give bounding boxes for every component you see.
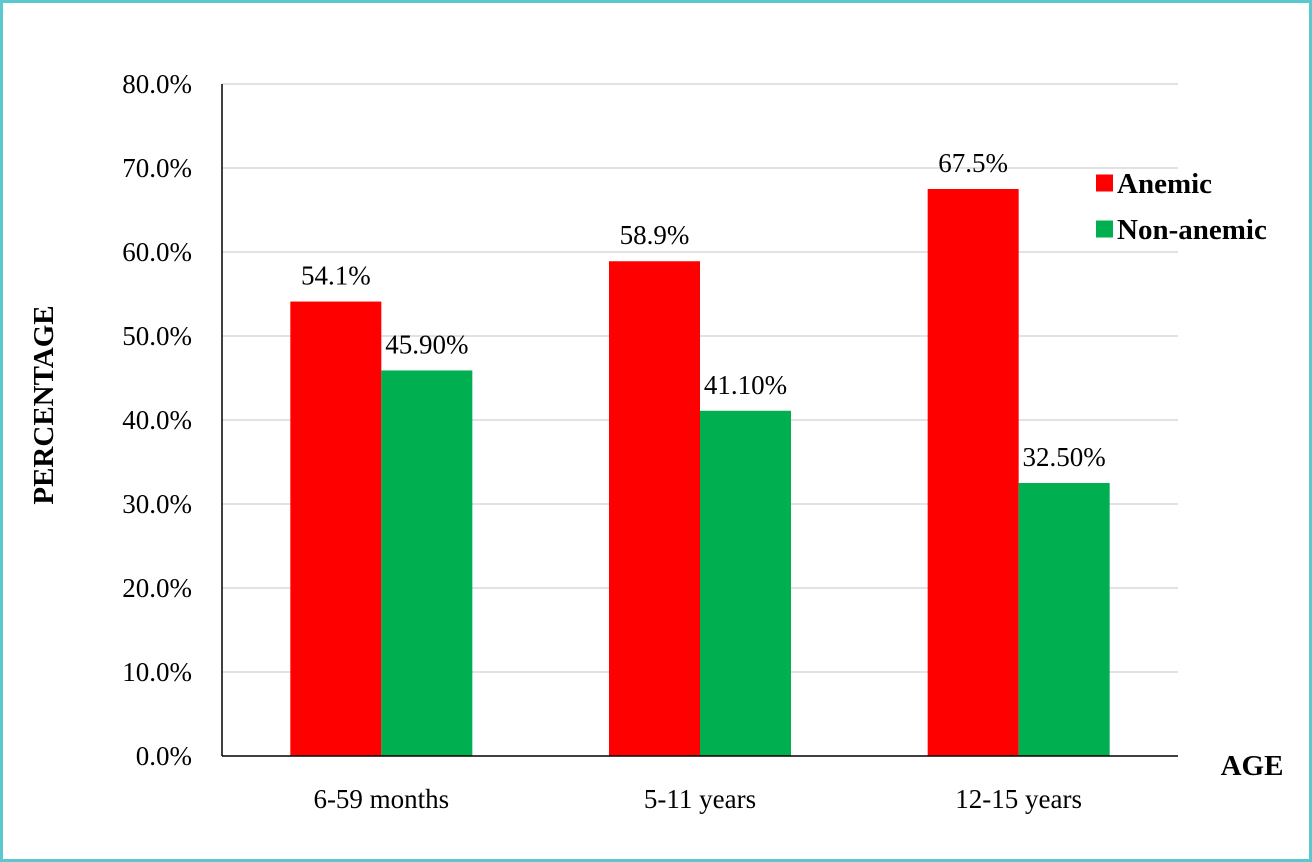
y-tick-label: 20.0% <box>122 573 192 603</box>
y-axis-title: PERCENTAGE <box>28 305 60 504</box>
bar-non-anemic <box>700 410 791 756</box>
x-tick-labels: 6-59 months 5-11 years 12-15 years <box>313 784 1082 814</box>
bar-anemic <box>290 301 382 756</box>
x-axis-title: AGE <box>1221 750 1284 782</box>
x-tick-label: 12-15 years <box>955 784 1082 814</box>
data-labels: 54.1% 45.90% 58.9% 41.10% 67.5% 32.50% <box>301 148 1106 472</box>
y-tick-label: 0.0% <box>136 741 192 771</box>
data-label: 67.5% <box>938 148 1008 178</box>
legend-swatch <box>1096 220 1113 238</box>
y-tick-label: 50.0% <box>122 321 192 351</box>
bar-anemic <box>609 261 700 756</box>
legend-swatch <box>1096 174 1113 192</box>
bars <box>290 189 1110 756</box>
bar-non-anemic <box>1018 483 1110 756</box>
data-label: 45.90% <box>385 329 468 359</box>
x-tick-label: 6-59 months <box>313 784 449 814</box>
y-tick-label: 30.0% <box>122 489 192 519</box>
y-tick-label: 60.0% <box>122 237 192 267</box>
y-tick-labels: 0.0% 10.0% 20.0% 30.0% 40.0% 50.0% 60.0% 70.0% 8… <box>122 69 192 771</box>
data-label: 41.10% <box>704 370 787 400</box>
legend: Anemic Non-anemic <box>1096 168 1267 246</box>
y-tick-label: 80.0% <box>122 69 192 99</box>
y-tick-label: 10.0% <box>122 657 192 687</box>
legend-label: Anemic <box>1117 168 1212 200</box>
bar-non-anemic <box>381 370 473 756</box>
data-label: 58.9% <box>620 220 690 250</box>
x-tick-label: 5-11 years <box>644 784 756 814</box>
y-tick-label: 70.0% <box>122 153 192 183</box>
data-label: 54.1% <box>301 261 371 291</box>
axes <box>221 84 1178 757</box>
y-tick-label: 40.0% <box>122 405 192 435</box>
legend-label: Non-anemic <box>1117 214 1267 246</box>
data-label: 32.50% <box>1023 442 1106 472</box>
bar-anemic <box>927 189 1019 756</box>
